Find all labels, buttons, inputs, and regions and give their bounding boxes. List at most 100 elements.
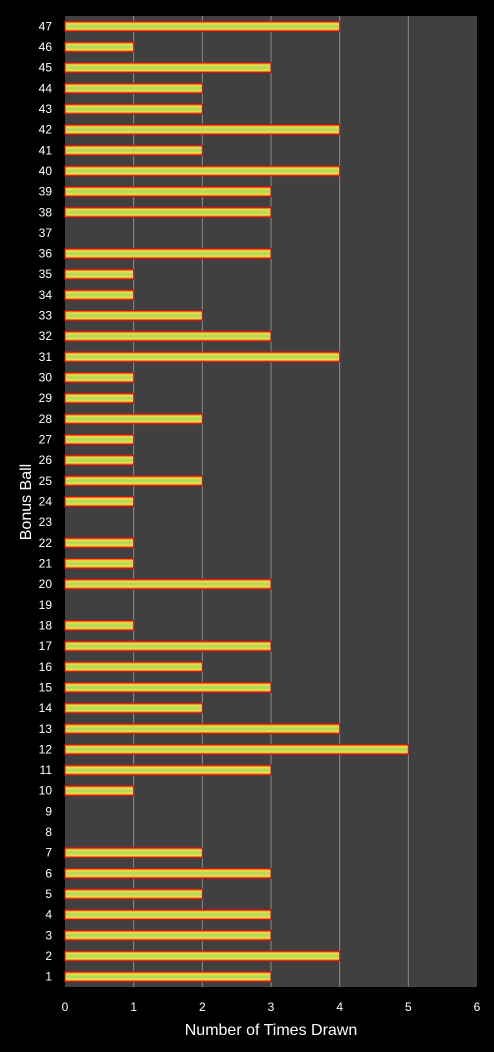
y-tick-label: 20 [39,577,53,591]
bar-12 [64,743,409,755]
bar-29 [64,392,135,404]
x-tick-label: 0 [62,1000,69,1014]
y-tick-label: 4 [45,908,52,922]
y-tick-label: 28 [39,412,53,426]
y-tick-label: 41 [39,143,53,157]
bar-6 [64,867,272,879]
bar-10 [64,785,135,797]
bar-18 [64,619,135,631]
bar-5 [64,888,203,900]
x-tick-label: 5 [405,1000,412,1014]
y-tick-label: 25 [39,474,53,488]
bar-38 [64,206,272,218]
bar-27 [64,434,135,446]
y-tick-label: 10 [39,784,53,798]
y-tick-label: 39 [39,185,53,199]
y-tick-label: 6 [45,866,52,880]
y-tick-label: 9 [45,804,52,818]
bar-47 [64,20,341,32]
y-tick-label: 19 [39,598,53,612]
bar-4 [64,909,272,921]
bar-14 [64,702,203,714]
y-tick-label: 13 [39,722,53,736]
bar-11 [64,764,272,776]
y-tick-label: 23 [39,515,53,529]
bar-34 [64,289,135,301]
y-tick-label: 40 [39,164,53,178]
y-tick-label: 33 [39,309,53,323]
y-tick-label: 11 [40,763,53,777]
bar-25 [64,475,203,487]
bar-44 [64,82,203,94]
x-axis-title: Number of Times Drawn [185,1022,358,1039]
y-tick-label: 7 [45,846,52,860]
bar-21 [64,557,135,569]
y-tick-label: 3 [45,928,52,942]
y-tick-label: 47 [39,19,53,33]
y-tick-label: 2 [45,949,52,963]
bar-32 [64,330,272,342]
bar-36 [64,248,272,260]
y-tick-label: 12 [39,742,53,756]
bar-2 [64,950,341,962]
y-tick-label: 14 [39,701,53,715]
bar-17 [64,640,272,652]
y-tick-label: 45 [39,61,53,75]
y-tick-label: 36 [39,247,53,261]
bar-22 [64,537,135,549]
y-tick-label: 30 [39,371,53,385]
y-tick-label: 42 [39,123,53,137]
bar-33 [64,310,203,322]
bar-30 [64,372,135,384]
y-tick-label: 34 [39,288,53,302]
y-tick-label: 38 [39,205,53,219]
y-tick-label: 26 [39,453,53,467]
bar-7 [64,847,203,859]
gridlines [133,16,409,987]
x-tick-label: 1 [130,1000,137,1014]
bar-43 [64,103,203,115]
y-tick-label: 8 [45,825,52,839]
bar-16 [64,661,203,673]
bar-40 [64,165,341,177]
y-tick-label: 5 [45,887,52,901]
bar-39 [64,186,272,198]
x-tick-labels: 0 1 2 3 4 5 6 [62,1000,481,1014]
y-tick-label: 1 [45,970,52,984]
bar-13 [64,723,341,735]
bar-31 [64,351,341,363]
y-tick-label: 16 [39,660,53,674]
bar-20 [64,578,272,590]
x-tick-label: 2 [199,1000,206,1014]
y-tick-label: 17 [39,639,53,653]
y-tick-label: 27 [39,433,53,447]
y-tick-label: 44 [39,81,53,95]
bar-15 [64,681,272,693]
bar-41 [64,144,203,156]
y-tick-label: 22 [39,536,53,550]
y-tick-label: 18 [39,618,53,632]
bar-42 [64,124,341,136]
bar-35 [64,268,135,280]
y-tick-label: 37 [39,226,53,240]
bar-3 [64,929,272,941]
y-tick-label: 46 [39,40,53,54]
bar-26 [64,454,135,466]
bar-46 [64,41,135,53]
x-tick-label: 4 [336,1000,343,1014]
y-tick-label: 15 [39,680,53,694]
x-tick-label: 3 [268,1000,275,1014]
y-axis-title: Bonus Ball [18,464,35,541]
y-tick-label: 24 [39,495,53,509]
bar-24 [64,496,135,507]
y-tick-label: 29 [39,391,53,405]
y-tick-label: 32 [39,329,53,343]
y-tick-labels: 1234567891011121314151617181920212223242… [39,19,53,983]
bars [64,20,409,983]
y-tick-label: 21 [39,556,53,570]
bar-28 [64,413,203,425]
y-tick-label: 43 [39,102,53,116]
bar-45 [64,62,272,74]
x-tick-label: 6 [474,1000,481,1014]
